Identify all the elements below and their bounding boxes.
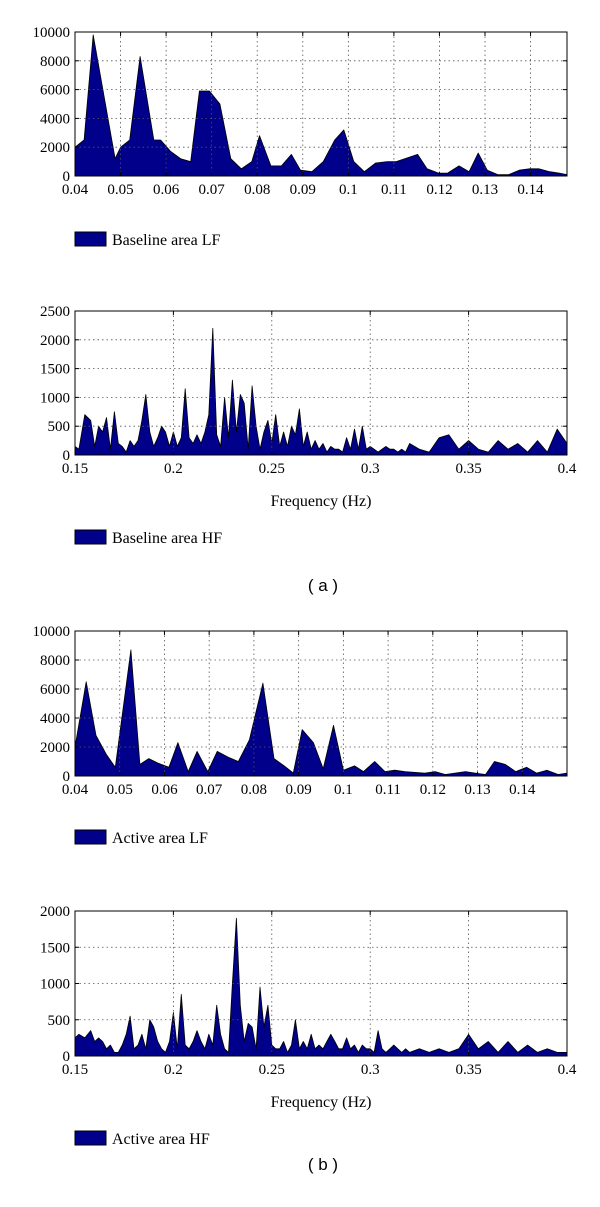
x-tick-label: 0.13 [472, 182, 498, 198]
plot-area [75, 631, 567, 776]
chart-active-hf: 0.15 0.2 0.25 0.3 0.35 0.4 0 500 1000 1500 2000 Fre… [40, 904, 577, 1148]
x-tick-label: 0.15 [62, 461, 88, 477]
legend-swatch [74, 529, 107, 545]
x-tick-label: 0.2 [164, 461, 183, 477]
y-tick-label: 1500 [40, 362, 70, 378]
y-tick-label: 2000 [40, 740, 70, 756]
y-tick-label: 1500 [40, 940, 70, 956]
x-tick-label: 0.09 [290, 182, 316, 198]
chart-active-lf: 0.04 0.05 0.06 0.07 0.08 0.09 0.1 0.11 0.12 0.13 0… [33, 624, 568, 847]
x-tick-label: 0.35 [455, 461, 481, 477]
legend-label: Active area HF [112, 1131, 210, 1148]
x-tick-label: 0.25 [259, 461, 285, 477]
legend-label: Baseline area HF [112, 530, 222, 547]
y-tick-label: 2000 [40, 904, 70, 920]
series-area [74, 917, 568, 1057]
x-tick-label: 0.07 [199, 182, 226, 198]
y-tick-label: 8000 [40, 653, 70, 669]
x-tick-label: 0.08 [244, 182, 270, 198]
x-tick-label: 0.1 [339, 182, 358, 198]
y-tick-label: 0 [63, 1049, 71, 1065]
x-tick-label: 0.25 [259, 1062, 285, 1078]
legend-swatch [74, 1130, 107, 1146]
y-tick-label: 500 [48, 1013, 71, 1029]
x-axis-label: Frequency (Hz) [271, 493, 372, 510]
series-area [74, 327, 568, 456]
legend-label: Active area LF [112, 830, 208, 847]
y-tick-label: 0 [63, 448, 71, 464]
x-tick-label: 0.08 [241, 782, 267, 798]
x-tick-label: 0.06 [151, 782, 178, 798]
chart-baseline-lf: 0.04 0.05 0.06 0.07 0.08 0.09 0.1 0.11 0.12 0.13 0… [33, 25, 568, 249]
y-tick-label: 8000 [40, 54, 70, 70]
x-tick-label: 0.07 [196, 782, 223, 798]
x-tick-label: 0.06 [153, 182, 180, 198]
y-tick-label: 4000 [40, 111, 70, 127]
x-tick-label: 0.05 [107, 182, 133, 198]
x-tick-label: 0.15 [62, 1062, 88, 1078]
x-tick-label: 0.14 [517, 182, 544, 198]
x-tick-label: 0.3 [361, 461, 380, 477]
legend-swatch [74, 231, 107, 247]
x-tick-label: 0.11 [375, 782, 401, 798]
legend-swatch [74, 829, 107, 845]
x-tick-label: 0.09 [286, 782, 312, 798]
y-tick-label: 0 [63, 169, 71, 185]
plot-frame [74, 310, 568, 456]
x-tick-label: 0.4 [558, 1062, 577, 1078]
x-tick-label: 0.14 [509, 782, 536, 798]
y-tick-label: 2500 [40, 304, 70, 320]
y-tick-label: 1000 [40, 977, 70, 993]
y-tick-label: 6000 [40, 682, 70, 698]
x-tick-label: 0.35 [455, 1062, 481, 1078]
y-tick-label: 0 [63, 769, 71, 785]
series-area [74, 34, 568, 177]
y-tick-label: 6000 [40, 83, 70, 99]
y-tick-label: 10000 [33, 624, 71, 640]
chart-baseline-hf: 0.15 0.2 0.25 0.3 0.35 0.4 0 500 1000 1500 2000 250… [40, 304, 577, 547]
y-tick-label: 4000 [40, 711, 70, 727]
y-tick-label: 10000 [33, 25, 71, 41]
x-axis-label: Frequency (Hz) [271, 1094, 372, 1111]
x-tick-label: 0.1 [334, 782, 353, 798]
y-tick-label: 500 [48, 419, 71, 435]
panel-label-b: ( b ) [308, 1155, 338, 1174]
x-tick-label: 0.2 [164, 1062, 183, 1078]
x-tick-label: 0.04 [62, 782, 89, 798]
x-tick-label: 0.12 [420, 782, 446, 798]
y-tick-label: 2000 [40, 333, 70, 349]
panel-label-a: ( a ) [308, 576, 338, 595]
x-tick-label: 0.12 [426, 182, 452, 198]
y-tick-label: 1000 [40, 390, 70, 406]
plot-area [75, 311, 567, 455]
series-area [74, 649, 568, 777]
y-tick-label: 2000 [40, 140, 70, 156]
x-tick-label: 0.05 [107, 782, 133, 798]
plot-frame [74, 31, 568, 177]
x-tick-label: 0.04 [62, 182, 89, 198]
plot-frame [74, 630, 568, 777]
x-tick-label: 0.11 [381, 182, 407, 198]
legend-label: Baseline area LF [112, 232, 221, 249]
x-tick-label: 0.3 [361, 1062, 380, 1078]
x-tick-label: 0.4 [558, 461, 577, 477]
x-tick-label: 0.13 [464, 782, 490, 798]
